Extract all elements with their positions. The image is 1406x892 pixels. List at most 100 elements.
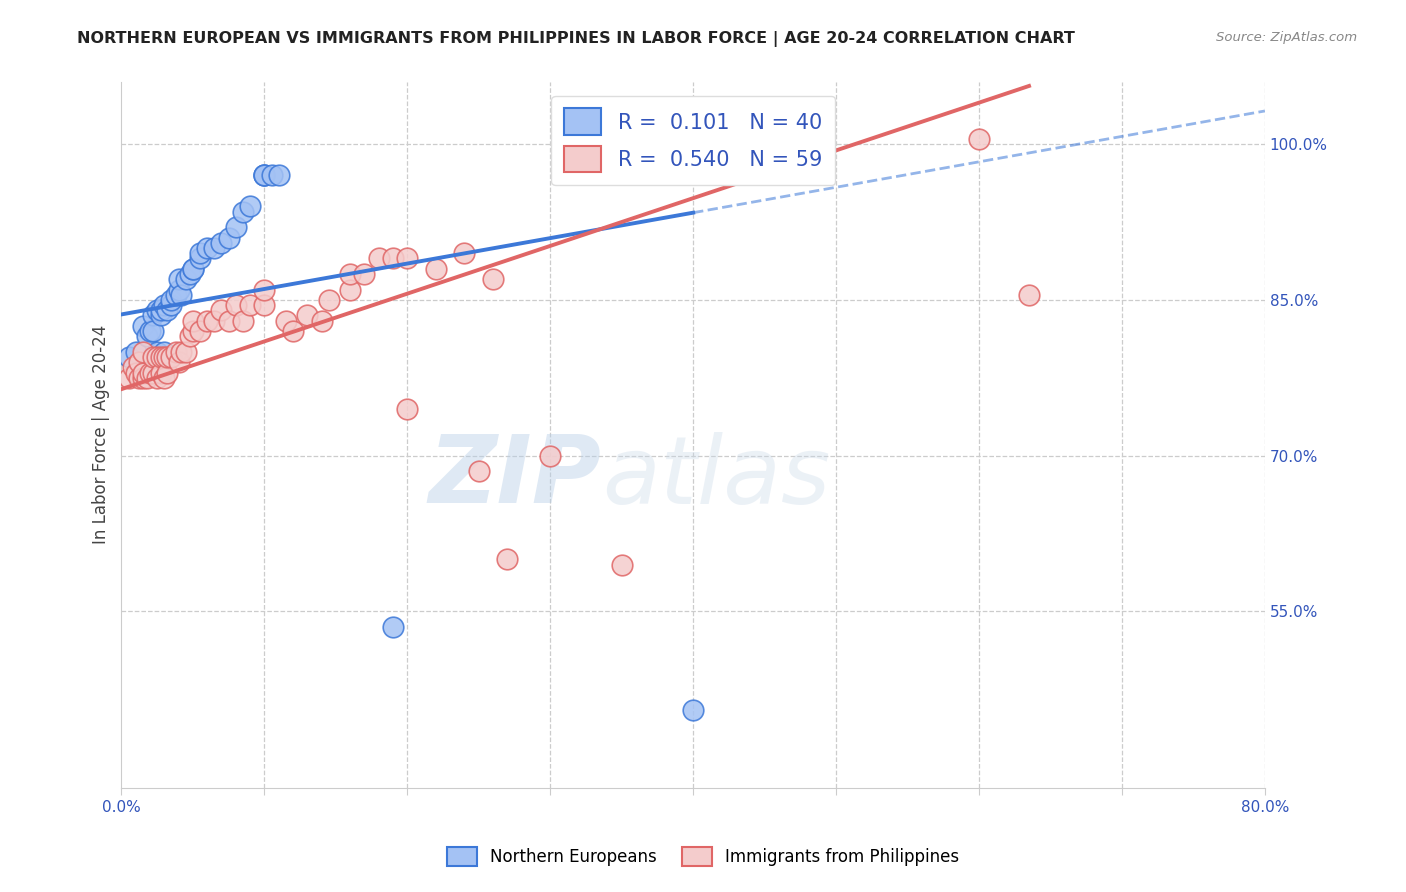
Point [453, 246, 475, 260]
Point [339, 283, 361, 297]
Point [225, 220, 247, 235]
Point [128, 355, 150, 369]
Point [967, 132, 990, 146]
Y-axis label: In Labor Force | Age 20-24: In Labor Force | Age 20-24 [93, 326, 110, 544]
Point [232, 204, 254, 219]
Point [253, 169, 276, 183]
Point [1018, 287, 1040, 301]
Point [260, 169, 283, 183]
Point [165, 344, 187, 359]
Point [297, 309, 319, 323]
Point [188, 252, 211, 266]
Point [160, 293, 183, 307]
Point [482, 272, 505, 286]
Point [274, 313, 297, 327]
Point [160, 350, 183, 364]
Point [682, 703, 704, 717]
Point [125, 366, 148, 380]
Point [253, 169, 276, 183]
Point [117, 370, 139, 384]
Point [211, 235, 233, 250]
Point [610, 558, 633, 572]
Point [232, 313, 254, 327]
Point [167, 355, 190, 369]
Point [146, 344, 169, 359]
Point [281, 324, 304, 338]
Point [165, 287, 187, 301]
Point [311, 313, 333, 327]
Point [195, 241, 218, 255]
Text: atlas: atlas [602, 432, 830, 523]
Point [122, 360, 145, 375]
Point [153, 344, 176, 359]
Point [132, 366, 155, 380]
Point [318, 293, 340, 307]
Point [132, 318, 155, 333]
Point [367, 252, 389, 266]
Point [136, 370, 159, 384]
Point [396, 252, 419, 266]
Point [382, 252, 405, 266]
Point [160, 298, 183, 312]
Point [132, 344, 155, 359]
Point [150, 366, 173, 380]
Point [496, 552, 519, 566]
Point [125, 344, 148, 359]
Point [156, 303, 179, 318]
Point [382, 620, 405, 634]
Point [538, 449, 561, 463]
Point [239, 199, 262, 213]
Legend: R =  0.101   N = 40, R =  0.540   N = 59: R = 0.101 N = 40, R = 0.540 N = 59 [551, 95, 835, 185]
Point [150, 350, 173, 364]
Point [181, 324, 204, 338]
Point [218, 313, 240, 327]
Point [396, 401, 419, 416]
Point [195, 313, 218, 327]
Point [150, 309, 173, 323]
Point [136, 329, 159, 343]
Point [156, 350, 179, 364]
Point [167, 283, 190, 297]
Point [253, 283, 276, 297]
Point [142, 324, 165, 338]
Point [153, 350, 176, 364]
Point [153, 298, 176, 312]
Point [339, 267, 361, 281]
Point [150, 303, 173, 318]
Point [146, 303, 169, 318]
Point [170, 287, 193, 301]
Point [139, 366, 162, 380]
Point [174, 272, 197, 286]
Point [153, 370, 176, 384]
Point [142, 350, 165, 364]
Point [211, 303, 233, 318]
Point [146, 370, 169, 384]
Point [218, 230, 240, 244]
Point [156, 366, 179, 380]
Point [239, 298, 262, 312]
Point [128, 370, 150, 384]
Point [425, 261, 447, 276]
Point [253, 169, 276, 183]
Text: NORTHERN EUROPEAN VS IMMIGRANTS FROM PHILIPPINES IN LABOR FORCE | AGE 20-24 CORR: NORTHERN EUROPEAN VS IMMIGRANTS FROM PHI… [77, 31, 1076, 47]
Point [117, 350, 139, 364]
Point [353, 267, 375, 281]
Point [188, 246, 211, 260]
Point [146, 350, 169, 364]
Point [142, 366, 165, 380]
Point [188, 324, 211, 338]
Text: Source: ZipAtlas.com: Source: ZipAtlas.com [1216, 31, 1357, 45]
Legend: Northern Europeans, Immigrants from Philippines: Northern Europeans, Immigrants from Phil… [440, 840, 966, 873]
Point [181, 261, 204, 276]
Point [181, 261, 204, 276]
Point [167, 272, 190, 286]
Point [179, 267, 201, 281]
Text: ZIP: ZIP [429, 431, 602, 524]
Point [253, 298, 276, 312]
Point [202, 241, 225, 255]
Point [181, 313, 204, 327]
Point [132, 370, 155, 384]
Point [170, 344, 193, 359]
Point [468, 464, 491, 478]
Point [174, 344, 197, 359]
